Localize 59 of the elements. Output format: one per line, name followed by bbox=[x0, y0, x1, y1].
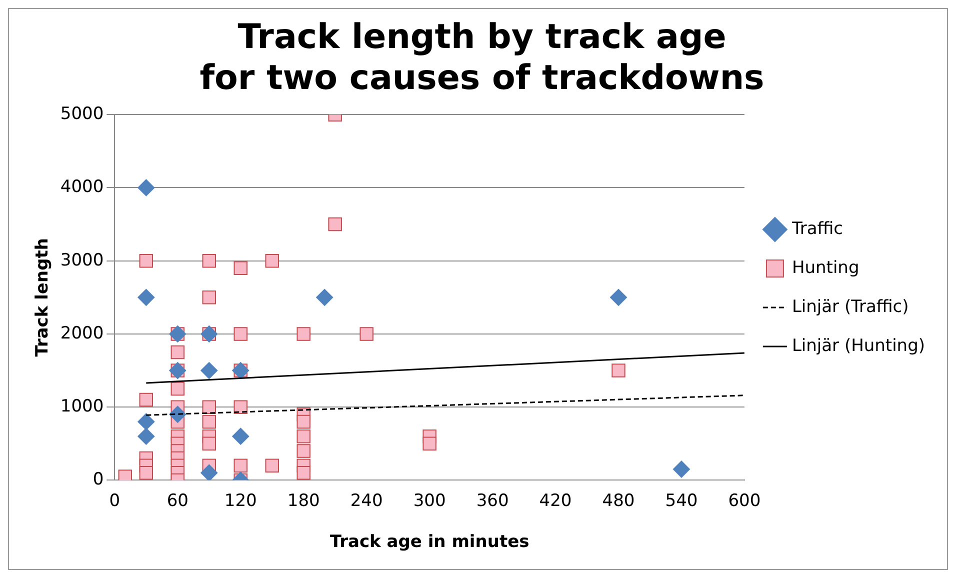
x-tick-label: 420 bbox=[539, 490, 572, 511]
point bbox=[138, 288, 155, 306]
point bbox=[296, 327, 310, 341]
point bbox=[138, 428, 155, 445]
legend-label: Linjär (Traffic) bbox=[792, 296, 909, 317]
point bbox=[234, 327, 248, 341]
x-tick-label: 540 bbox=[665, 490, 698, 511]
point bbox=[265, 458, 279, 472]
legend-label: Hunting bbox=[792, 258, 860, 278]
point bbox=[139, 466, 154, 480]
legend-label: Linjär (Hunting) bbox=[792, 336, 926, 356]
point bbox=[200, 362, 218, 380]
point bbox=[610, 288, 627, 306]
y-tick-label: 2000 bbox=[60, 323, 104, 344]
point bbox=[316, 288, 334, 306]
point bbox=[296, 466, 310, 480]
point bbox=[139, 254, 154, 268]
point bbox=[170, 382, 185, 396]
point bbox=[328, 217, 342, 232]
y-tick-label: 0 bbox=[92, 470, 104, 490]
chart-title: Track length by track age for two causes of trackdowns bbox=[200, 17, 764, 98]
x-tick-label: 120 bbox=[224, 490, 257, 511]
y-tick-label: 4000 bbox=[60, 177, 104, 198]
point bbox=[202, 400, 216, 414]
point bbox=[170, 345, 185, 360]
point bbox=[296, 444, 310, 458]
point bbox=[234, 261, 248, 276]
y-axis-title: Track length bbox=[32, 238, 53, 357]
x-axis-title: Track age in minutes bbox=[330, 532, 530, 552]
point bbox=[202, 436, 216, 451]
point bbox=[202, 414, 216, 429]
point bbox=[202, 254, 216, 268]
point bbox=[422, 436, 436, 451]
y-tick-label: 1000 bbox=[60, 396, 104, 416]
point bbox=[200, 464, 218, 480]
point bbox=[672, 460, 690, 478]
point bbox=[139, 392, 154, 407]
x-tick-label: 240 bbox=[350, 490, 383, 511]
point bbox=[612, 364, 626, 378]
point bbox=[265, 254, 279, 268]
x-tick-label: 600 bbox=[728, 490, 761, 511]
point bbox=[138, 413, 155, 430]
legend-label: Traffic bbox=[790, 218, 844, 239]
x-tick-label: 360 bbox=[476, 490, 509, 511]
x-tick-label: 300 bbox=[413, 490, 446, 511]
x-tick-label: 180 bbox=[287, 490, 320, 511]
x-tick-label: 480 bbox=[602, 490, 635, 511]
x-tick-label: 60 bbox=[166, 490, 188, 511]
point bbox=[296, 414, 310, 429]
point bbox=[360, 327, 374, 341]
point bbox=[138, 179, 155, 196]
point bbox=[234, 400, 248, 414]
point bbox=[232, 428, 250, 445]
point bbox=[234, 458, 248, 472]
point bbox=[296, 429, 310, 444]
y-tick-label: 5000 bbox=[60, 104, 104, 124]
point bbox=[202, 290, 216, 304]
y-tick-label: 3000 bbox=[60, 250, 104, 270]
x-tick-label: 0 bbox=[109, 490, 120, 511]
